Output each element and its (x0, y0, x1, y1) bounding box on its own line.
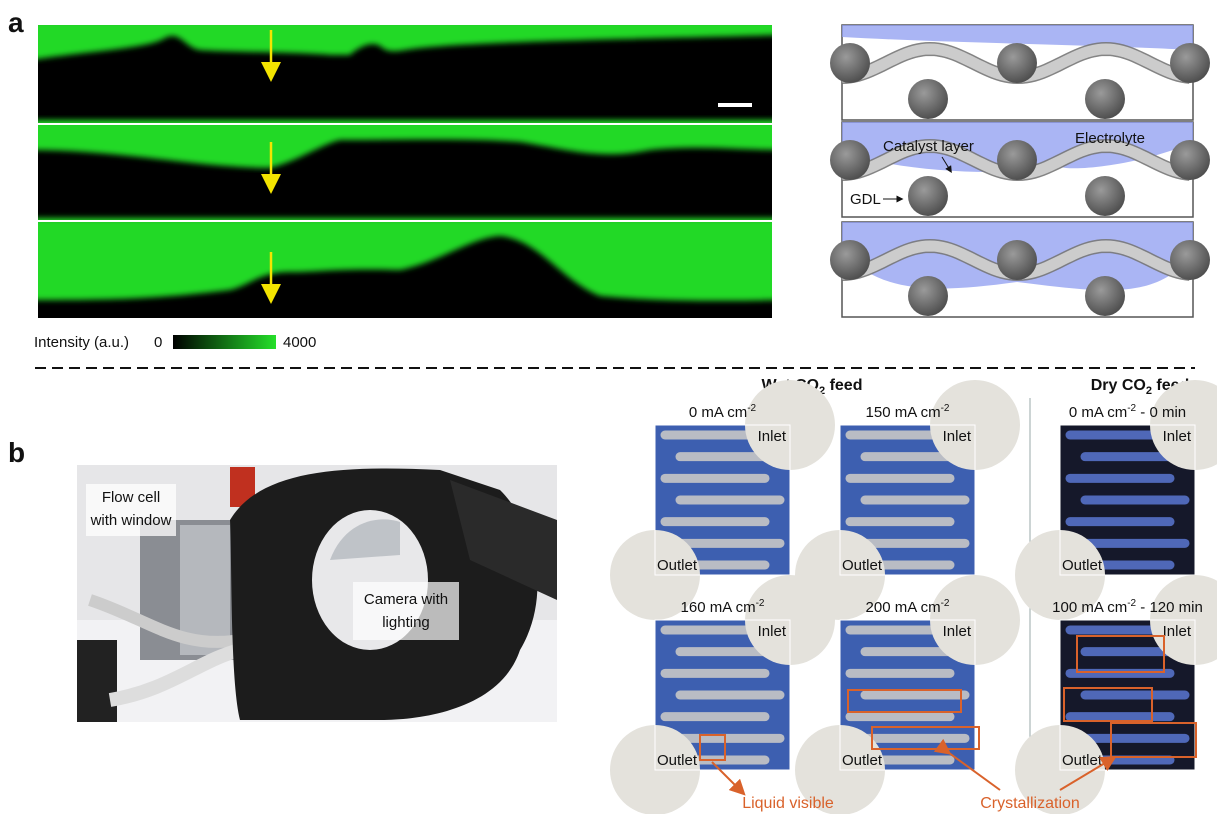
colorbar-title: Intensity (a.u.) (34, 334, 129, 351)
photo-label: Camera with (364, 591, 448, 608)
image-border (654, 619, 791, 771)
current-label: 200 mA cm-2 (866, 598, 950, 616)
gdl-fiber (1170, 240, 1210, 280)
port-label: Inlet (943, 623, 972, 640)
port-label: Inlet (1163, 623, 1192, 640)
current-label: 0 mA cm-2 - 0 min (1069, 403, 1186, 421)
gdl-fiber (908, 79, 948, 119)
gdl-fiber (908, 176, 948, 216)
text: 100 mA cm (1052, 599, 1127, 616)
image-border (1059, 424, 1196, 576)
subscript: 2 (819, 385, 825, 397)
superscript: -2 (756, 598, 765, 609)
port-label: Inlet (1163, 428, 1192, 445)
image-border (839, 619, 976, 771)
port-label: Inlet (943, 428, 972, 445)
gdl-fiber (908, 276, 948, 316)
schematic-label: GDL (850, 191, 881, 208)
current-label: 160 mA cm-2 (681, 598, 765, 616)
port-label: Outlet (842, 557, 883, 574)
highlights (699, 635, 1197, 796)
gdl-fiber (1085, 176, 1125, 216)
image-border (839, 424, 976, 576)
gdl-fiber (1085, 79, 1125, 119)
superscript: -2 (747, 403, 756, 414)
annotation: Crystallization (980, 795, 1080, 812)
colorbar-max: 4000 (283, 334, 316, 351)
colorbar-min: 0 (154, 334, 162, 351)
photo-label: with window (90, 512, 172, 529)
port-label: Outlet (657, 752, 698, 769)
schematic (830, 24, 1210, 318)
text: 0 mA cm (689, 404, 747, 421)
image-border (1059, 619, 1196, 771)
gdl-fiber (997, 43, 1037, 83)
port-label: Outlet (1062, 557, 1103, 574)
text: 0 mA cm (1069, 404, 1127, 421)
panel-label: a (8, 7, 24, 38)
gdl-fiber (997, 140, 1037, 180)
subscript: 2 (1146, 385, 1152, 397)
gdl-fiber (1170, 140, 1210, 180)
gdl-fiber (830, 240, 870, 280)
text: 150 mA cm (866, 404, 941, 421)
annotation: Liquid visible (742, 795, 834, 812)
panel-label: b (8, 437, 25, 468)
port-label: Outlet (1062, 752, 1103, 769)
text: - 0 min (1136, 404, 1186, 421)
photo-label: Flow cell (102, 489, 160, 506)
text: Dry CO (1091, 377, 1146, 394)
photo-label: lighting (382, 614, 430, 631)
setup-photo (77, 465, 557, 722)
gdl-fiber (997, 240, 1037, 280)
gdl-fiber (1085, 276, 1125, 316)
port-label: Inlet (758, 428, 787, 445)
text: feed (825, 377, 862, 394)
port-label: Outlet (657, 557, 698, 574)
text: - 120 min (1136, 599, 1203, 616)
superscript: -2 (1127, 403, 1136, 414)
colorbar (173, 335, 276, 349)
port-label: Outlet (842, 752, 883, 769)
image-border (654, 424, 791, 576)
current-label: 0 mA cm-2 (689, 403, 757, 421)
current-label: 150 mA cm-2 (866, 403, 950, 421)
superscript: -2 (941, 403, 950, 414)
text: 160 mA cm (681, 599, 756, 616)
text: 200 mA cm (866, 599, 941, 616)
superscript: -2 (1127, 598, 1136, 609)
schematic-label: Catalyst layer (883, 138, 974, 155)
gdl-fiber (830, 140, 870, 180)
gdl-fiber (1170, 43, 1210, 83)
port-label: Inlet (758, 623, 787, 640)
superscript: -2 (941, 598, 950, 609)
schematic-label: Electrolyte (1075, 130, 1145, 147)
gdl-fiber (830, 43, 870, 83)
current-label: 100 mA cm-2 - 120 min (1052, 598, 1203, 616)
fluorescence-images (38, 25, 772, 318)
